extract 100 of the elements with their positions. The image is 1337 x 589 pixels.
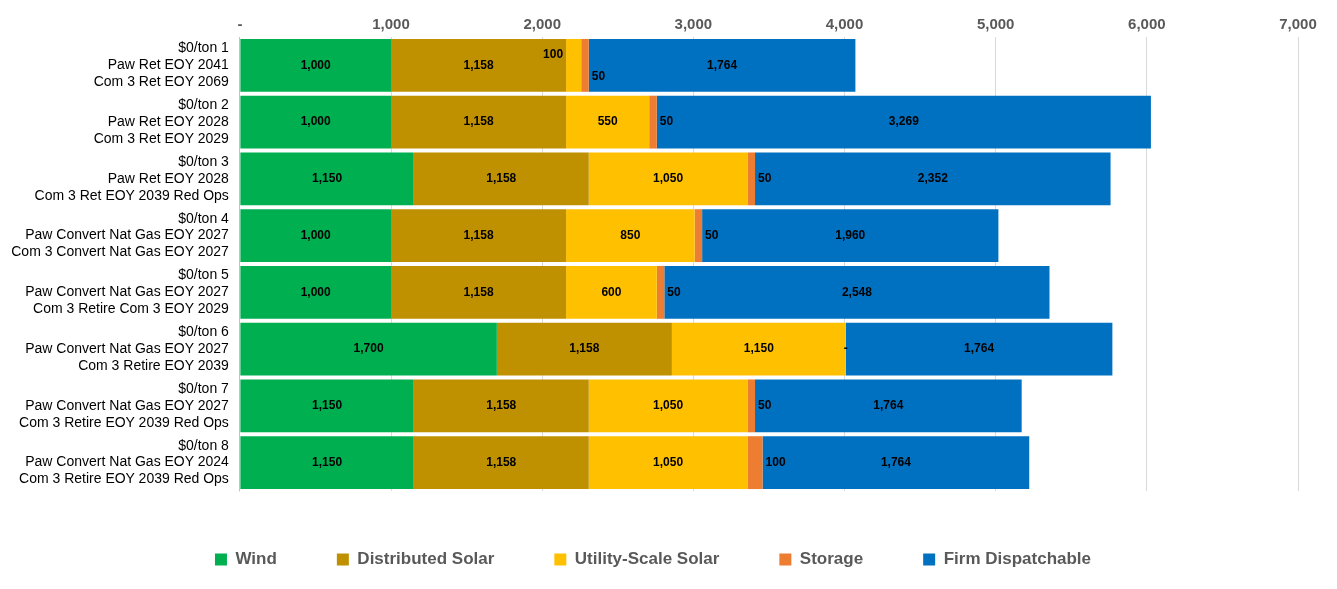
data-label: 1,150 [312,171,343,186]
data-label: 1,158 [486,171,517,186]
legend-label: Distributed Solar [357,549,495,569]
bar [566,38,582,92]
data-label: 1,000 [300,114,332,129]
data-label: 50 [667,284,682,299]
bar [413,436,589,490]
data-label: 100 [765,454,786,469]
data-label: 50 [705,227,719,242]
bar [240,322,497,376]
bar [755,152,1111,206]
data-label: 1,158 [486,454,517,469]
data-label: 100 [543,46,564,61]
bar [240,152,414,206]
data-label: 1,158 [463,284,494,299]
bar [588,152,748,206]
data-label: 550 [597,114,618,129]
y-tick-label: $0/ton 4 Paw Convert Nat Gas EOY 2027 Com 3 Convert Nat Gas EOY 2027 [11,209,230,260]
legend-label: Wind [235,549,277,569]
bar [240,95,392,149]
bar [747,152,756,206]
bar [391,265,567,319]
bar [656,95,1151,149]
bar [240,38,392,92]
bar [391,95,567,149]
bar [671,322,846,376]
data-label: 1,000 [300,284,332,299]
bar [496,322,672,376]
bar [588,436,748,490]
data-label: 1,150 [312,398,343,413]
bar [391,38,567,92]
bar [649,95,657,149]
x-tick-label: 4,000 [825,15,864,33]
bar [413,379,589,433]
data-label: 1,050 [653,398,684,413]
bar [240,379,414,433]
y-tick-label: $0/ton 7 Paw Convert Nat Gas EOY 2027 Com 3 Retire EOY 2039 Red Ops [19,379,230,430]
data-label: 50 [758,171,772,186]
data-label: 1,150 [312,454,343,469]
data-label: 1,158 [463,227,494,242]
data-label: 50 [659,114,674,129]
data-label: 1,764 [880,454,912,469]
y-tick-label: $0/ton 2 Paw Ret EOY 2028 Com 3 Ret EOY 2029 [93,96,230,146]
data-label: 1,158 [463,114,494,129]
y-tick-label: $0/ton 8 Paw Convert Nat Gas EOY 2024 Com 3 Retire EOY 2039 Red Ops [19,436,230,487]
data-label: 50 [758,398,772,413]
data-label: 600 [601,284,622,299]
bar [581,38,589,92]
bar [588,38,856,92]
bar [702,209,999,263]
y-tick-label: $0/ton 6 Paw Convert Nat Gas EOY 2027 Com 3 Retire EOY 2039 [25,323,230,373]
bar [664,265,1050,319]
bar [391,209,567,263]
bar [762,436,1030,490]
data-label: 50 [591,68,606,83]
data-label: 1,000 [300,57,332,72]
bar [694,209,703,263]
bar [240,265,392,319]
bar [566,95,650,149]
x-tick-label: 2,000 [523,15,561,33]
y-tick-label: $0/ton 3 Paw Ret EOY 2028 Com 3 Ret EOY 2039 Red Ops [34,152,230,203]
data-label: 1,700 [353,341,384,356]
bar [413,152,589,206]
data-label: 1,158 [569,341,600,356]
legend-label: Firm Dispatchable [943,549,1092,569]
x-tick-label: 3,000 [674,15,713,33]
bar [755,379,1022,433]
legend-label: Storage [799,549,864,569]
data-label: 1,050 [653,171,684,186]
data-label: 2,548 [841,284,873,299]
bar [566,265,657,319]
data-label: 3,269 [888,114,920,129]
annotation: - [843,341,848,356]
data-label: 2,352 [917,171,949,186]
data-label: 1,764 [964,341,995,356]
bar [240,209,392,263]
data-label: 1,158 [486,398,517,413]
x-tick-label: - [237,15,243,33]
x-tick-label: 5,000 [976,15,1015,33]
y-tick-label: $0/ton 1 Paw Ret EOY 2041 Com 3 Ret EOY 2069 [93,39,230,90]
x-tick-label: 1,000 [372,15,410,33]
bar [240,436,414,490]
data-label: 850 [620,227,641,242]
bar [566,209,695,263]
y-tick-label: $0/ton 5 Paw Convert Nat Gas EOY 2027 Com 3 Retire Com 3 EOY 2029 [25,266,230,317]
bar [747,379,756,433]
bar [747,436,763,490]
data-label: 1,000 [300,227,332,242]
x-tick-label: 7,000 [1279,15,1317,33]
bar [845,322,1113,376]
data-label: 1,158 [463,57,494,72]
data-label: 1,960 [835,227,866,242]
legend-label: Utility-Scale Solar [574,549,720,569]
bar [656,265,665,319]
x-tick-label: 6,000 [1128,15,1166,33]
bar [588,379,748,433]
data-label: 1,764 [707,57,738,72]
data-label: 1,050 [653,454,684,469]
data-label: 1,764 [873,398,904,413]
data-label: 1,150 [743,341,775,356]
